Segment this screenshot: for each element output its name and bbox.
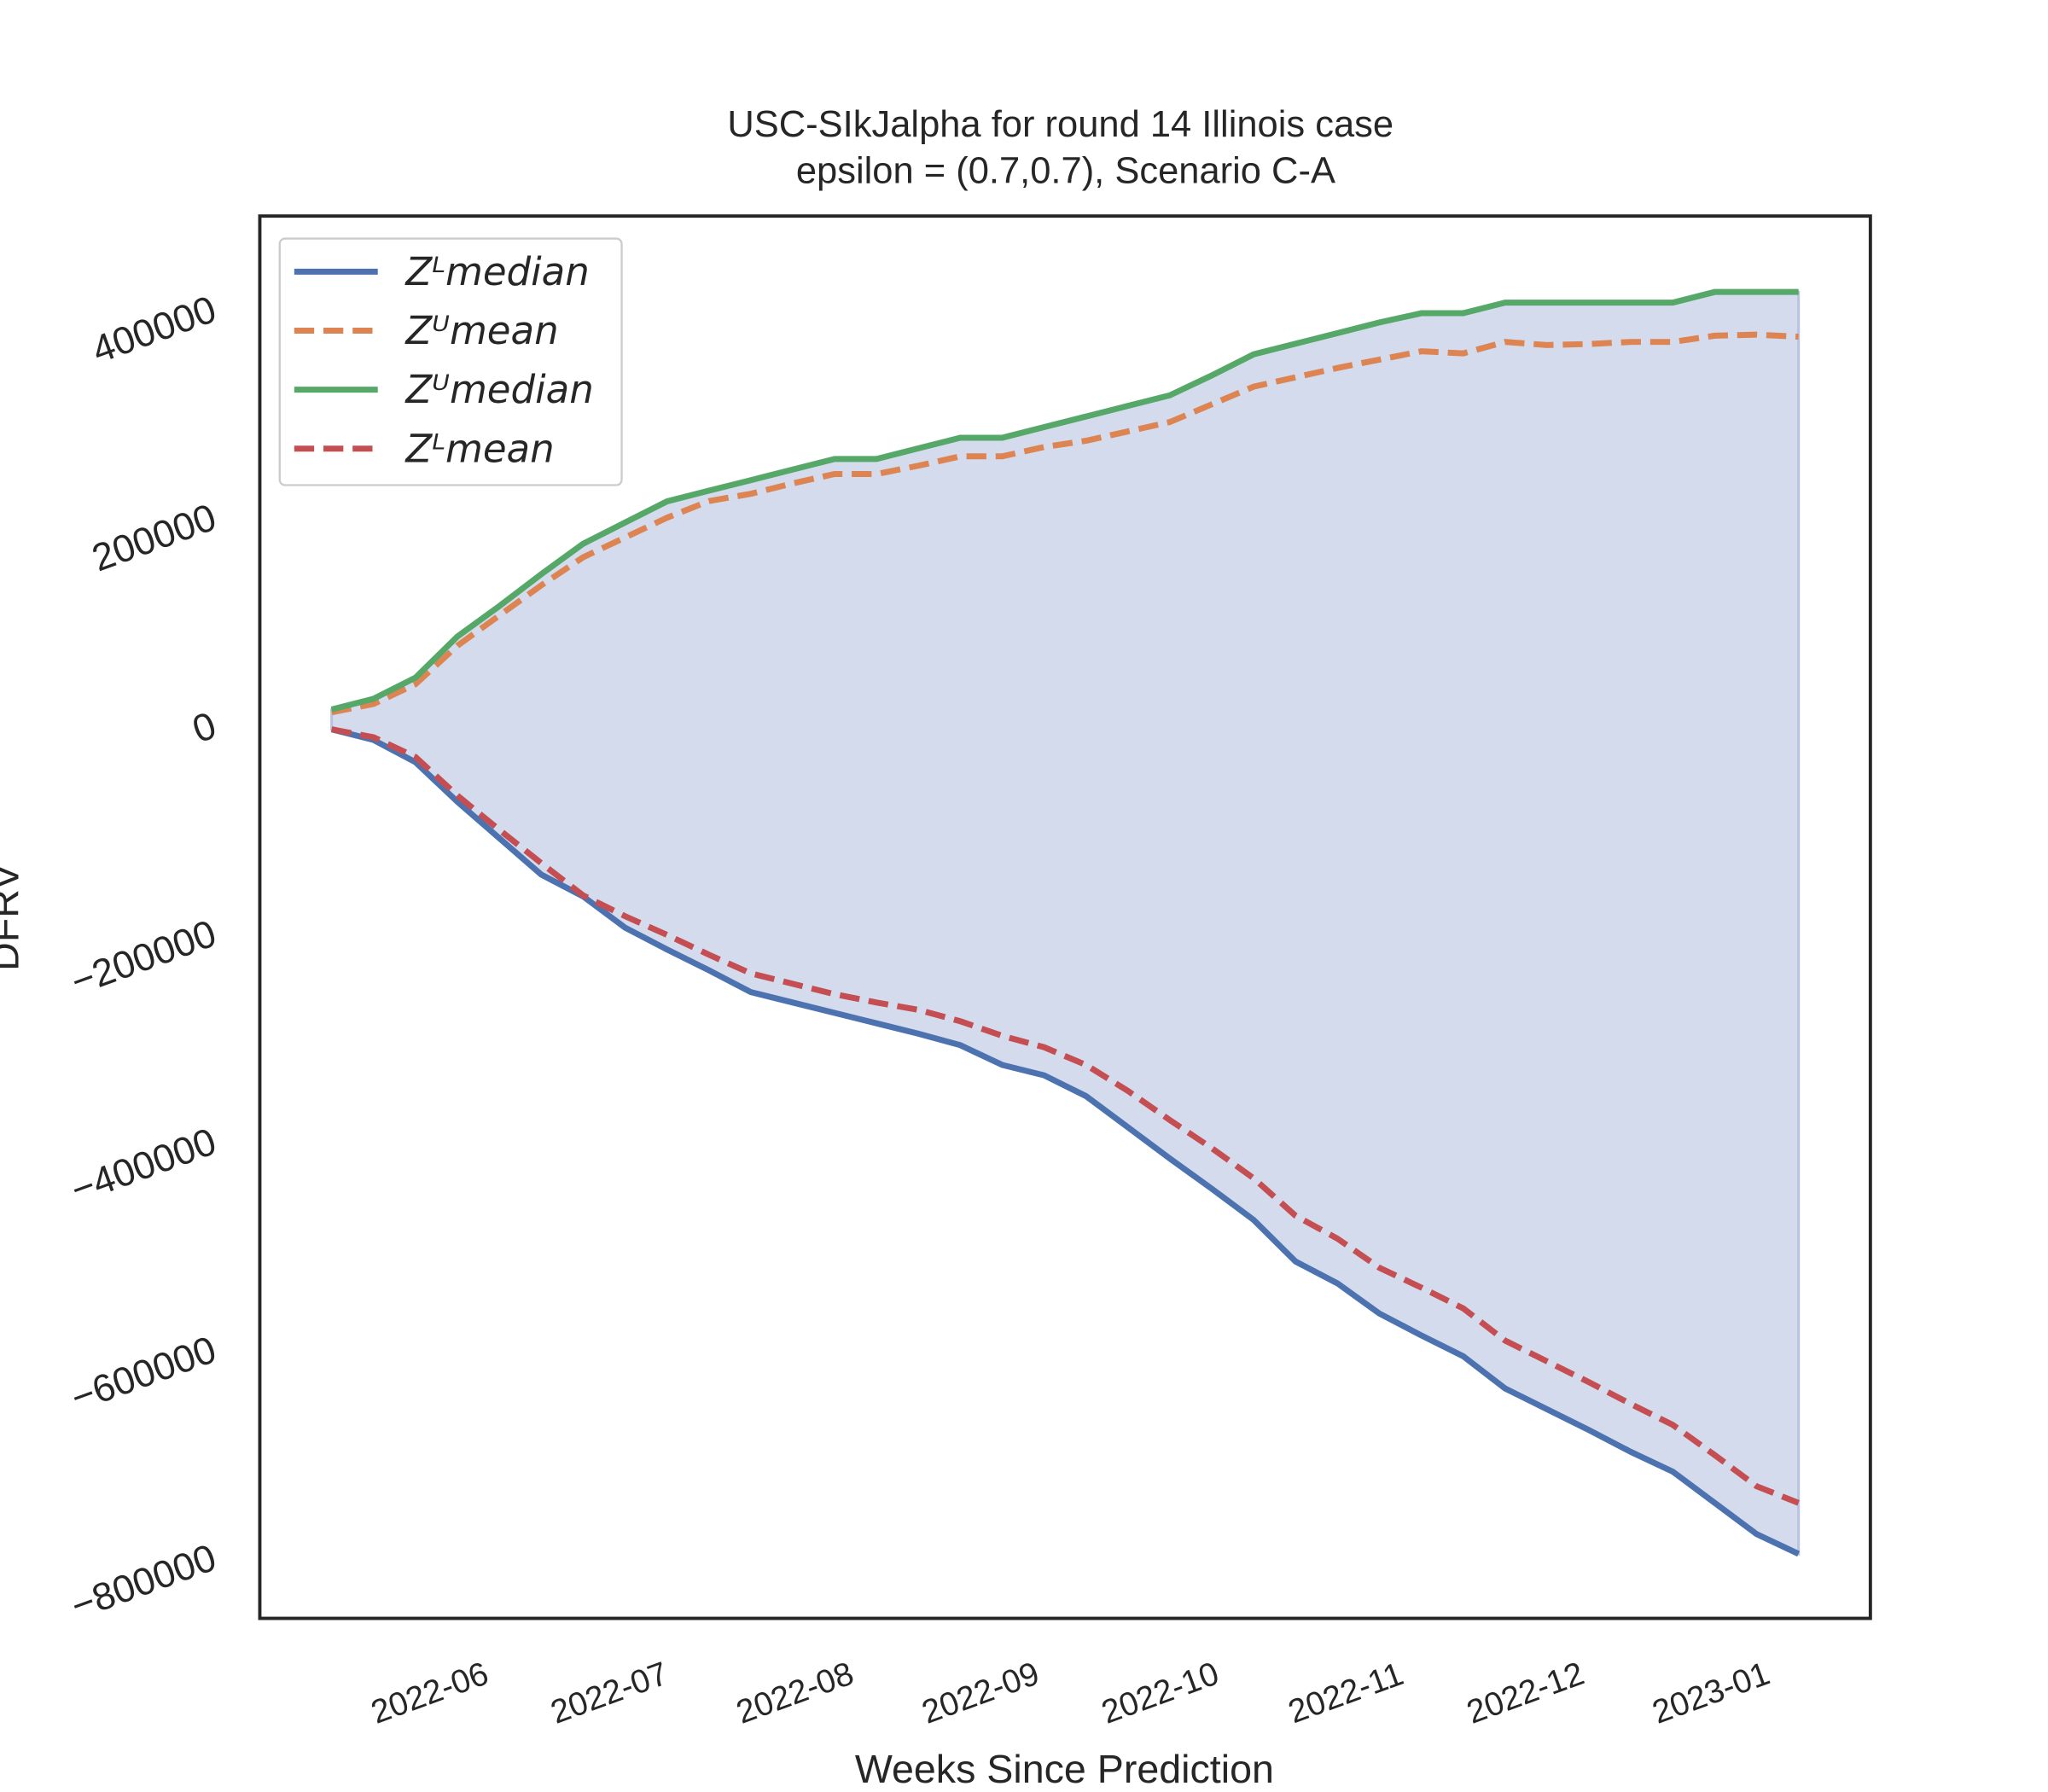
legend-label: Zᴸmean: [404, 426, 554, 471]
x-tick-label: 2022-09: [917, 1655, 1044, 1731]
x-axis-label: Weeks Since Prediction: [855, 1747, 1274, 1791]
legend-label: Zᵁmean: [404, 308, 558, 353]
y-tick-label: 400000: [86, 287, 222, 371]
series-line: [330, 331, 1799, 716]
y-tick-label: −200000: [65, 911, 221, 1004]
x-tick-label: 2022-10: [1097, 1655, 1224, 1731]
plot-area: [330, 288, 1801, 1557]
series-line: [330, 288, 1799, 713]
y-tick-label: 200000: [86, 495, 222, 579]
y-tick-label: −400000: [65, 1120, 221, 1212]
x-tick-label: 2022-07: [546, 1655, 673, 1731]
x-tick-label: 2022-11: [1283, 1655, 1408, 1731]
y-tick-label: −800000: [65, 1535, 221, 1627]
chart-title: USC-SIkJalpha for round 14 Illinois case: [727, 104, 1393, 145]
y-axis-label: DFRV: [0, 864, 27, 971]
legend-box: [278, 237, 623, 486]
x-tick-label: 2022-12: [1462, 1655, 1589, 1731]
x-tick-label: 2022-06: [366, 1655, 493, 1731]
x-tick-label: 2022-08: [731, 1655, 858, 1731]
axes-frame: [258, 214, 1872, 1620]
legend: Zᴸmedian Zᵁmean Zᵁmedian Zᴸmean: [278, 237, 623, 486]
chart-subtitle: epsilon = (0.7,0.7), Scenario C-A: [796, 150, 1335, 191]
legend-label: Zᵁmedian: [404, 367, 593, 412]
series-line: [331, 726, 1800, 1506]
x-tick-label: 2023-01: [1648, 1655, 1775, 1731]
y-tick-label: 0: [187, 703, 222, 751]
y-tick-label: −600000: [65, 1327, 221, 1419]
legend-label: Zᴸmedian: [404, 249, 589, 294]
